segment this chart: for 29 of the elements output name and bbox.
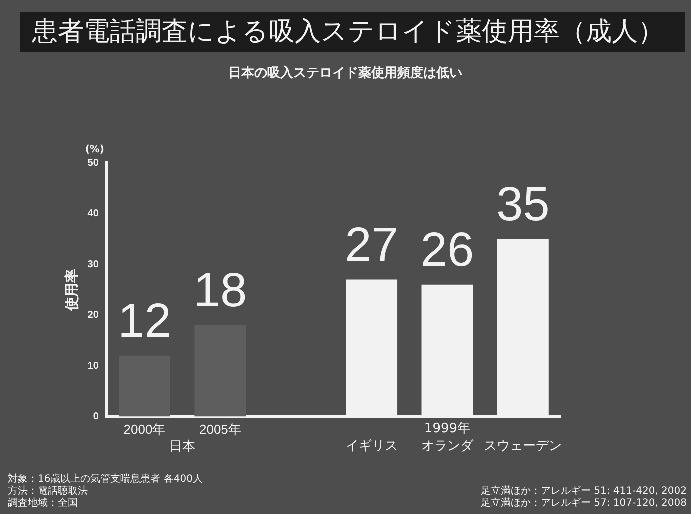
text: 足立満ほか：アレルギー 57: 107-120, 2008 — [480, 498, 687, 510]
y-tick-label: 10 — [88, 360, 100, 372]
x-tick-label: 2000年 — [124, 422, 166, 438]
data-label: 12 — [118, 295, 172, 348]
y-tick-label: 0 — [93, 412, 100, 423]
x-tick-label: スウェーデン — [484, 438, 562, 453]
y-axis-title: 使用率 — [63, 268, 80, 312]
y-tick-label: 40 — [88, 208, 100, 220]
data-label: 27 — [345, 218, 398, 272]
text: 調査地域：全国 — [8, 498, 79, 510]
bar — [119, 356, 170, 417]
text: 日本 — [170, 440, 196, 455]
text: 1999年 — [424, 422, 471, 437]
data-label: 18 — [194, 264, 248, 318]
text: 対象：16歳以上の気管支喘息患者 各400人 — [8, 474, 203, 486]
x-tick-label: 2005年 — [199, 422, 242, 438]
data-label: 26 — [420, 224, 474, 278]
y-tick-label: 30 — [88, 259, 100, 270]
y-tick-label: 20 — [88, 310, 100, 322]
text: 足立満ほか：アレルギー 51: 411-420, 2002 — [480, 486, 687, 498]
y-tick-label: 50 — [88, 158, 100, 169]
x-tick-label: オランダ — [421, 438, 474, 453]
chart-subtitle: 日本の吸入ステロイド薬使用頻度は低い — [228, 64, 464, 82]
bar — [194, 325, 246, 417]
text: 方法：電話聴取法 — [8, 486, 89, 498]
data-label: 35 — [496, 178, 550, 232]
chart-title: 患者電話調査による吸入ステロイド薬使用率（成人） — [20, 12, 685, 52]
text: (%) — [85, 144, 105, 156]
x-tick-label: イギリス — [346, 438, 398, 453]
